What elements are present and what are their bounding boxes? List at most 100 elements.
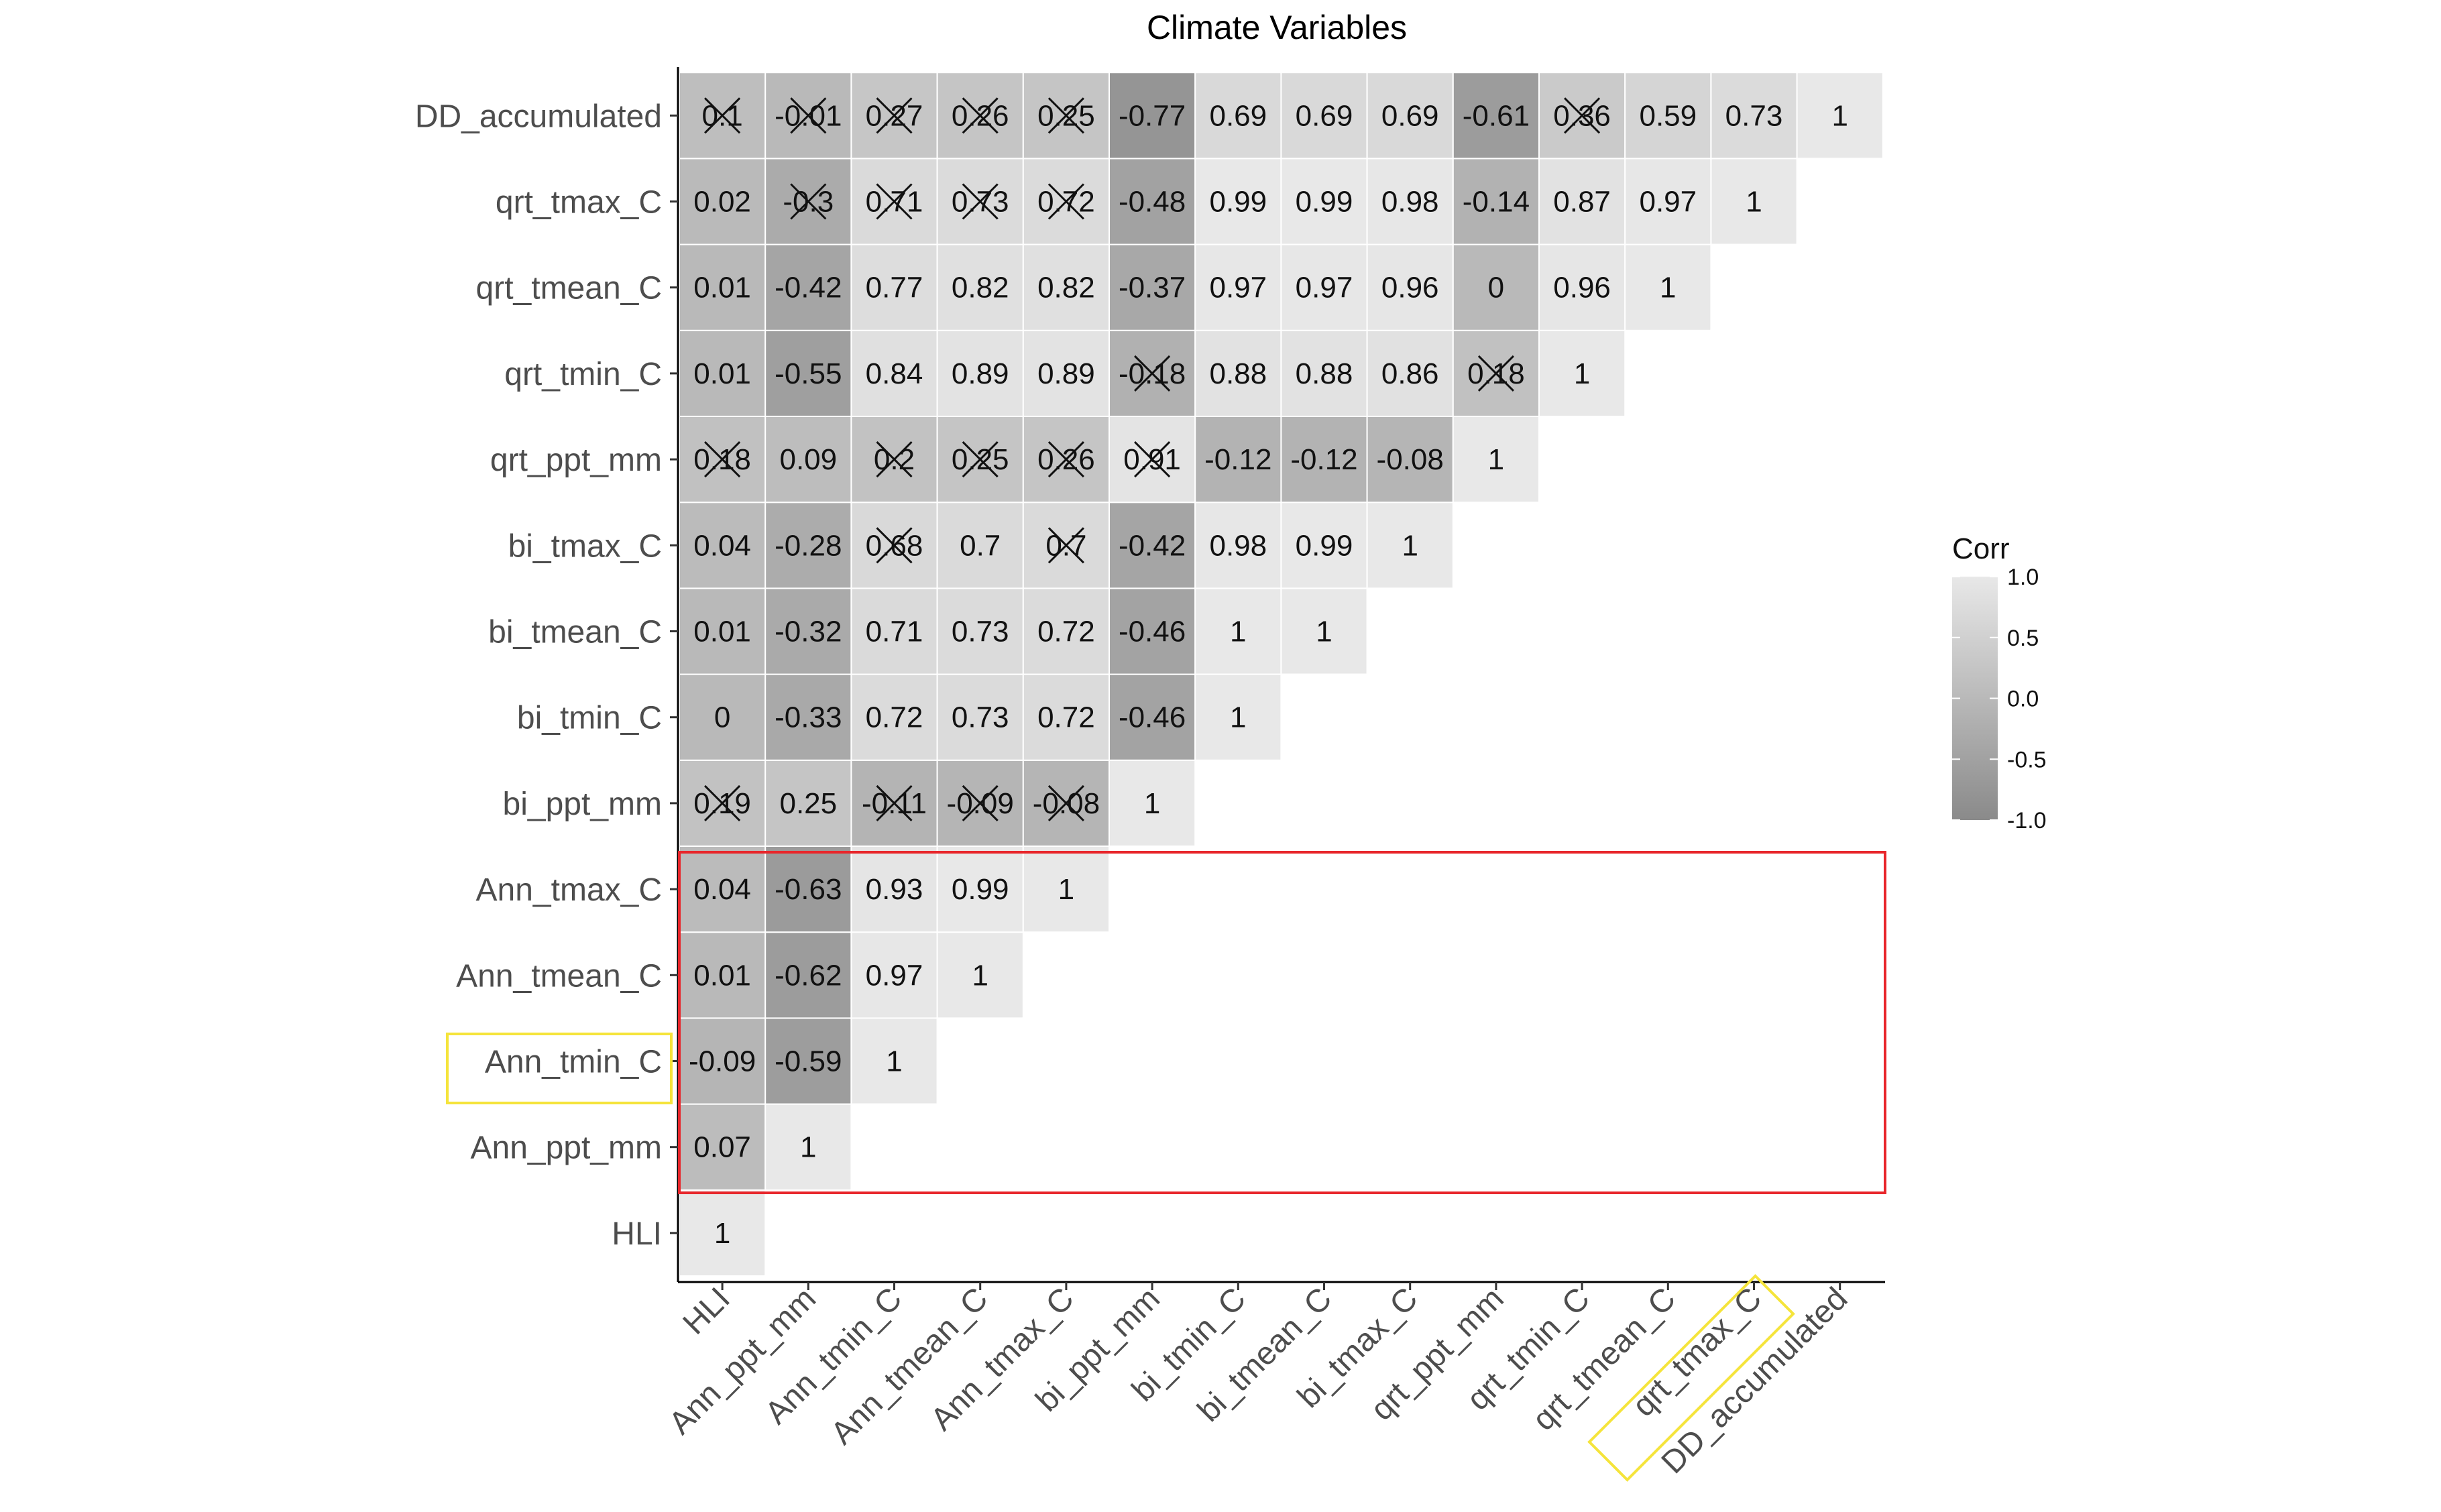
- insignificant-cross-mark: [1047, 97, 1084, 134]
- legend-tick-label: -0.5: [2007, 747, 2047, 772]
- cell-value-label: 0.02: [693, 186, 751, 219]
- cell-value-label: -0.08: [1377, 443, 1444, 476]
- cell-value-label: 1: [1488, 443, 1504, 476]
- heatmap-cell: [1109, 502, 1196, 589]
- cell-value-label: 0.73: [952, 701, 1009, 734]
- heatmap-cell: [764, 1017, 852, 1105]
- cell-value-label: 0.97: [1639, 186, 1697, 219]
- heatmap-cell: [764, 416, 852, 504]
- cell-value-label: 0.82: [1037, 272, 1095, 304]
- heatmap-cell: [1280, 243, 1368, 331]
- cell-value-label: 0.69: [1381, 99, 1439, 132]
- insignificant-cross-mark: [962, 441, 999, 478]
- cell-value-label: 0.72: [866, 701, 923, 734]
- cell-value-label: 0.99: [1296, 529, 1353, 562]
- heatmap-cell: [1366, 416, 1454, 504]
- cell-value-labels: 1 0.07 1 -0.09 -0.59 1 0.01 -0.62 0.97 1 0.04 -0.63…: [689, 97, 1848, 1250]
- cell-value-label: 1: [1660, 272, 1676, 304]
- cell-value-label: 1: [886, 1045, 902, 1078]
- heatmap-cell: [1538, 329, 1626, 417]
- y-tick-label: Ann_tmin_C: [485, 1045, 662, 1080]
- heatmap-cell: [764, 243, 852, 331]
- cell-value-label: 0.84: [866, 357, 923, 390]
- cell-value-label: 0.04: [693, 873, 751, 906]
- heatmap-cell: [1452, 243, 1540, 331]
- cell-value-label: 0.09: [779, 443, 837, 476]
- cell-value-label: 0.01: [693, 272, 751, 304]
- heatmap-cell: [850, 243, 938, 331]
- cell-value-label: -0.55: [775, 357, 842, 390]
- cell-value-label: -0.09: [689, 1045, 756, 1078]
- legend-tick-label: 1.0: [2007, 565, 2039, 590]
- insignificant-cross-mark: [962, 183, 999, 220]
- cell-value-label: 0.99: [952, 873, 1009, 906]
- cell-value-label: 1: [1316, 616, 1332, 648]
- heatmap-cell: [1452, 416, 1540, 504]
- legend-tick-label: 0.5: [2007, 626, 2039, 651]
- heatmap-cell: [764, 846, 852, 933]
- heatmap-cell: [764, 329, 852, 417]
- y-tick-label: Ann_ppt_mm: [471, 1130, 663, 1166]
- cell-value-label: 0.93: [866, 873, 923, 906]
- cell-value-label: -0.32: [775, 616, 842, 648]
- heatmap-cell: [1366, 329, 1454, 417]
- insignificant-cross-mark: [1047, 784, 1084, 821]
- cell-value-label: 0.25: [779, 787, 837, 820]
- cell-value-label: 0.01: [693, 357, 751, 390]
- heatmap-cell: [1796, 72, 1884, 160]
- cell-value-label: -0.37: [1119, 272, 1186, 304]
- heatmap-cell: [936, 673, 1024, 761]
- heatmap-cell: [1109, 673, 1196, 761]
- y-tick-label: qrt_ppt_mm: [490, 443, 662, 478]
- chart-title: Climate Variables: [1147, 9, 1407, 46]
- insignificant-cross-mark: [962, 97, 999, 134]
- heatmap-cell: [850, 1017, 938, 1105]
- insignificant-cross-mark: [1564, 97, 1601, 134]
- heatmap-cell: [1194, 329, 1282, 417]
- heatmap-cell: [679, 587, 767, 675]
- insignificant-cross-mark: [1134, 355, 1171, 392]
- cell-value-label: 1: [1230, 701, 1246, 734]
- insignificant-cross-mark: [876, 97, 913, 134]
- cell-value-label: 1: [1746, 186, 1762, 219]
- cell-value-label: 0.88: [1209, 357, 1267, 390]
- heatmap-cell: [1022, 329, 1111, 417]
- yellow-label-highlight: [1587, 1274, 1795, 1482]
- cell-value-label: 1: [714, 1217, 730, 1250]
- heatmap-cell: [1022, 846, 1111, 933]
- cell-value-label: -0.61: [1463, 99, 1530, 132]
- legend-tick-label: 0.0: [2007, 687, 2039, 712]
- heatmap-cell: [764, 931, 852, 1019]
- cell-value-label: 0.7: [960, 529, 1001, 562]
- heatmap-cell: [1280, 72, 1368, 160]
- insignificant-cross-mark: [790, 183, 827, 220]
- cell-value-label: -0.42: [775, 272, 842, 304]
- heatmap-cell: [1194, 673, 1282, 761]
- cell-value-label: 0.88: [1296, 357, 1353, 390]
- cell-value-label: 1: [800, 1131, 816, 1164]
- cell-value-label: 0.96: [1381, 272, 1439, 304]
- cell-value-label: 1: [1230, 616, 1246, 648]
- cell-value-label: 0.82: [952, 272, 1009, 304]
- heatmap-cell: [936, 502, 1024, 589]
- cell-value-label: 0.01: [693, 959, 751, 992]
- heatmap-cell: [1366, 502, 1454, 589]
- cell-value-label: 0.69: [1209, 99, 1267, 132]
- heatmap-cell: [1710, 158, 1798, 245]
- annotations: [446, 851, 1886, 1482]
- y-tick-label: qrt_tmean_C: [476, 271, 662, 306]
- cell-value-label: 0.99: [1209, 186, 1267, 219]
- cell-value-label: -0.28: [775, 529, 842, 562]
- heatmap-cell: [1366, 158, 1454, 245]
- heatmap-cell: [1194, 72, 1282, 160]
- heatmap-cell: [764, 759, 852, 848]
- insignificant-cross-mark: [876, 183, 913, 220]
- cell-value-label: 1: [1402, 529, 1418, 562]
- heatmap-cell: [1624, 72, 1712, 160]
- cell-value-label: -0.63: [775, 873, 842, 906]
- y-tick-label: qrt_tmax_C: [496, 185, 662, 221]
- cell-value-label: 1: [1831, 99, 1848, 132]
